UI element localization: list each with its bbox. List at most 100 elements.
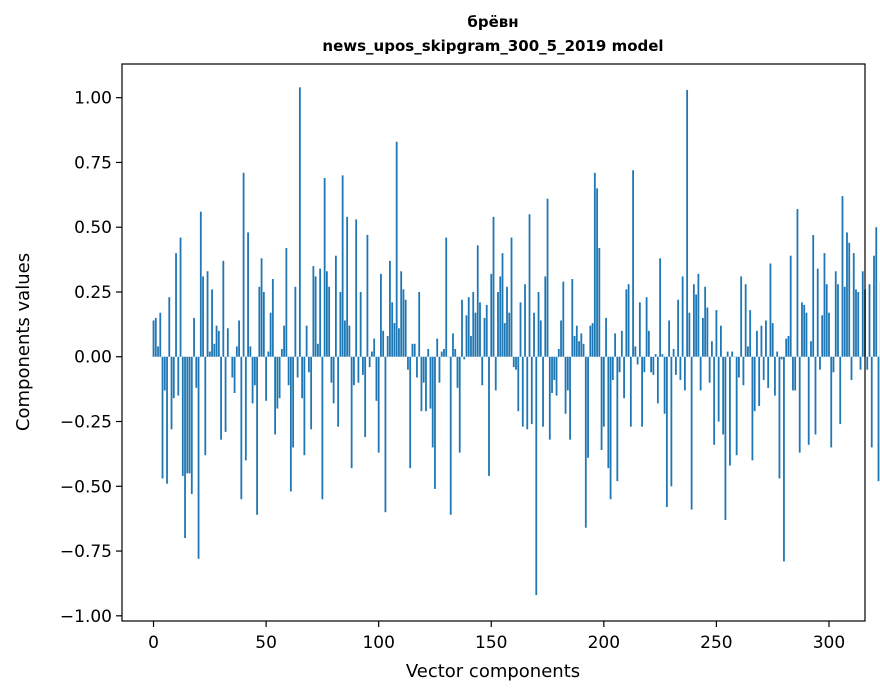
bar — [436, 338, 439, 357]
bar — [785, 338, 788, 357]
bar — [269, 312, 272, 357]
bar — [537, 291, 540, 357]
bar — [253, 356, 256, 386]
bar — [780, 356, 783, 360]
bar — [688, 312, 691, 357]
bar — [271, 279, 274, 357]
bar — [868, 284, 871, 357]
bar — [740, 276, 743, 357]
bar — [276, 356, 279, 409]
bar — [812, 234, 815, 357]
bar — [591, 323, 594, 357]
bar — [571, 279, 574, 357]
bar — [713, 356, 716, 445]
bar — [650, 356, 653, 373]
bar — [512, 356, 515, 368]
bar — [760, 325, 763, 357]
x-tick-label: 50 — [255, 633, 277, 653]
bar — [413, 343, 416, 357]
bar — [226, 328, 229, 357]
bar — [206, 271, 209, 357]
bar — [600, 356, 603, 451]
bar — [301, 356, 304, 399]
bar — [199, 211, 202, 357]
plot-frame — [121, 63, 866, 622]
bar — [724, 356, 727, 520]
bar — [179, 237, 182, 357]
bar — [170, 356, 173, 430]
bar — [506, 286, 508, 357]
bar — [366, 234, 369, 357]
bar — [244, 356, 247, 461]
bar — [404, 299, 407, 357]
bar — [456, 356, 459, 388]
bar — [614, 333, 616, 357]
bar — [391, 302, 394, 357]
bar — [742, 356, 745, 386]
bar — [762, 356, 765, 381]
bar — [461, 299, 463, 357]
bar — [852, 253, 855, 357]
bar — [830, 356, 833, 448]
bar — [828, 312, 830, 357]
bar — [544, 276, 547, 357]
bar — [661, 354, 664, 357]
bar — [186, 356, 189, 474]
bar — [438, 356, 441, 383]
bar — [557, 348, 560, 357]
y-tick-label: −0.75 — [60, 542, 112, 562]
bar — [823, 253, 826, 357]
bar — [355, 219, 358, 357]
bar — [656, 356, 659, 404]
bar — [578, 341, 580, 357]
bar — [258, 286, 261, 357]
bar — [535, 356, 538, 596]
bar — [425, 356, 427, 412]
bar — [499, 276, 502, 357]
bar — [325, 271, 328, 357]
bar — [256, 356, 258, 515]
bar — [434, 356, 436, 489]
bar — [530, 356, 533, 425]
bar — [776, 351, 779, 357]
x-tick-label: 300 — [813, 633, 845, 653]
bar — [805, 312, 808, 357]
bar — [677, 299, 680, 357]
bar — [287, 356, 290, 386]
bar — [386, 336, 389, 357]
bar — [420, 356, 423, 412]
bar — [341, 175, 344, 357]
bar — [393, 323, 396, 357]
bar — [181, 356, 184, 476]
bar — [515, 356, 517, 370]
bar — [699, 356, 702, 391]
x-axis-ticks: 0 50 100 150 200 250 300 — [148, 621, 845, 653]
bar — [553, 356, 556, 381]
bar — [837, 284, 839, 357]
bar — [517, 356, 520, 412]
bar — [796, 209, 799, 357]
bar — [744, 284, 747, 357]
bar — [510, 237, 513, 357]
bar — [859, 356, 862, 370]
bar — [672, 348, 675, 357]
bar — [166, 356, 168, 484]
bar — [848, 242, 851, 357]
bar — [262, 291, 265, 357]
x-tick-label: 0 — [148, 633, 159, 653]
bar — [503, 323, 506, 357]
bar — [177, 356, 180, 396]
bar — [715, 310, 718, 357]
bar — [526, 356, 529, 430]
bar — [832, 356, 835, 373]
bar — [260, 258, 263, 357]
bar — [846, 232, 848, 357]
bar — [332, 356, 335, 404]
bar — [580, 333, 583, 357]
bar — [569, 356, 571, 440]
bar — [470, 336, 472, 357]
bar — [508, 312, 511, 357]
bar — [238, 320, 240, 357]
bar — [609, 356, 612, 500]
